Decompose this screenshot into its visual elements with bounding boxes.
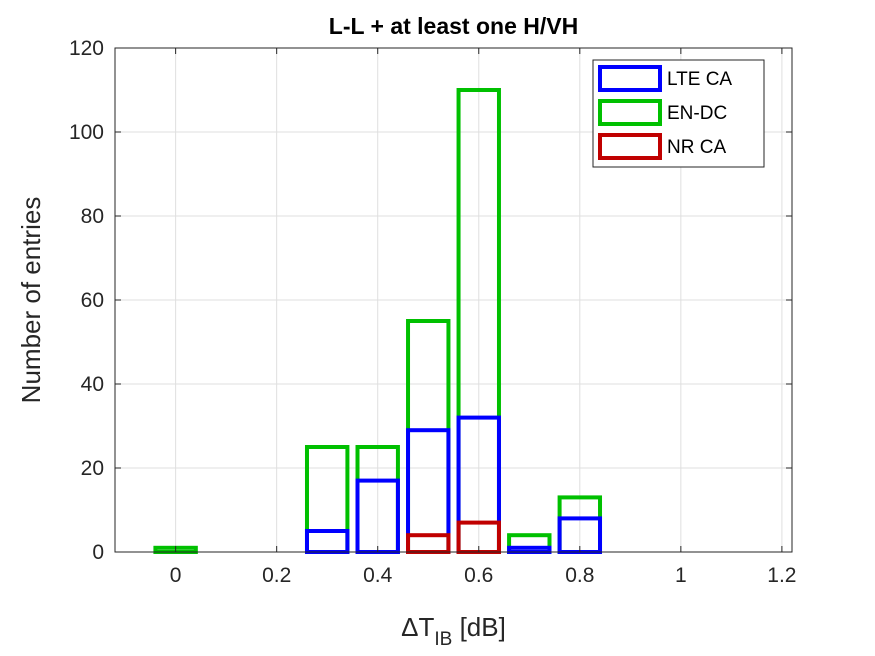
chart-title: L-L + at least one H/VH	[329, 13, 578, 39]
x-tick-label: 0.8	[565, 564, 594, 587]
legend-swatch	[598, 65, 662, 92]
y-tick-label: 0	[92, 541, 104, 564]
legend-label: NR CA	[667, 137, 726, 158]
legend: LTE CA EN-DC NR CA	[592, 59, 765, 168]
x-tick-label: 0.6	[464, 564, 493, 587]
y-tick-label: 80	[81, 205, 104, 228]
y-tick-label: 100	[69, 121, 104, 144]
y-axis-label: Number of entries	[16, 197, 46, 404]
x-tick-label: 0	[170, 564, 182, 587]
legend-label: EN-DC	[667, 103, 727, 124]
legend-box	[592, 59, 765, 168]
y-tick-label: 20	[81, 457, 104, 480]
legend-swatch	[598, 133, 662, 160]
y-tick-label: 120	[69, 37, 104, 60]
y-tick-label: 60	[81, 289, 104, 312]
ticks: 0 0.2 0.4 0.6 0.8 1 1.2 0 20 40 60 80 100 120	[69, 37, 797, 587]
x-tick-label: 1	[675, 564, 687, 587]
legend-label: LTE CA	[667, 69, 732, 90]
x-tick-label: 0.4	[363, 564, 393, 587]
x-axis-label-suffix: [dB]	[452, 612, 505, 642]
x-tick-label: 1.2	[767, 564, 796, 587]
x-axis-label-prefix: ΔT	[401, 612, 434, 642]
x-axis-label-subscript: IB	[434, 629, 452, 650]
x-axis-label: ΔTIB [dB]	[401, 612, 506, 650]
y-tick-label: 40	[81, 373, 104, 396]
legend-swatch	[598, 99, 662, 126]
x-tick-label: 0.2	[262, 564, 291, 587]
